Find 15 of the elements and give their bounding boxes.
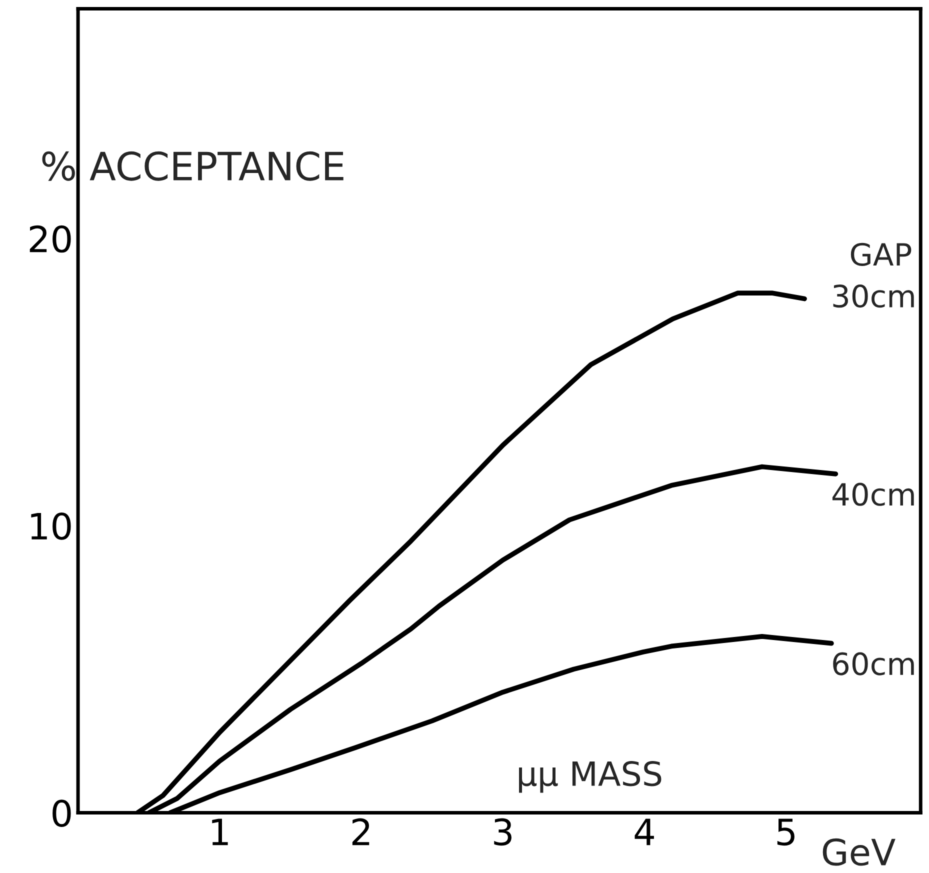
x-tick-label: 1: [212, 818, 228, 846]
series-label: 30cm: [833, 284, 914, 308]
x-tick-label: 2: [352, 818, 370, 846]
x-tick-label: 3: [494, 818, 512, 846]
y-axis-title: % ACCEPTANCE: [42, 151, 344, 181]
legend-title: GAP: [850, 242, 912, 266]
x-tick-label: 4: [634, 818, 654, 846]
x-axis-title: μμ MASS: [519, 761, 662, 793]
y-tick-label: 20: [30, 225, 71, 253]
series-label: 40cm: [832, 482, 914, 506]
x-tick-label: 5: [777, 818, 794, 846]
y-tick-label: 10: [31, 512, 71, 540]
series-label: 60cm: [833, 652, 914, 676]
text: GeV: [822, 838, 896, 866]
y-tick-label: 0: [52, 800, 71, 827]
